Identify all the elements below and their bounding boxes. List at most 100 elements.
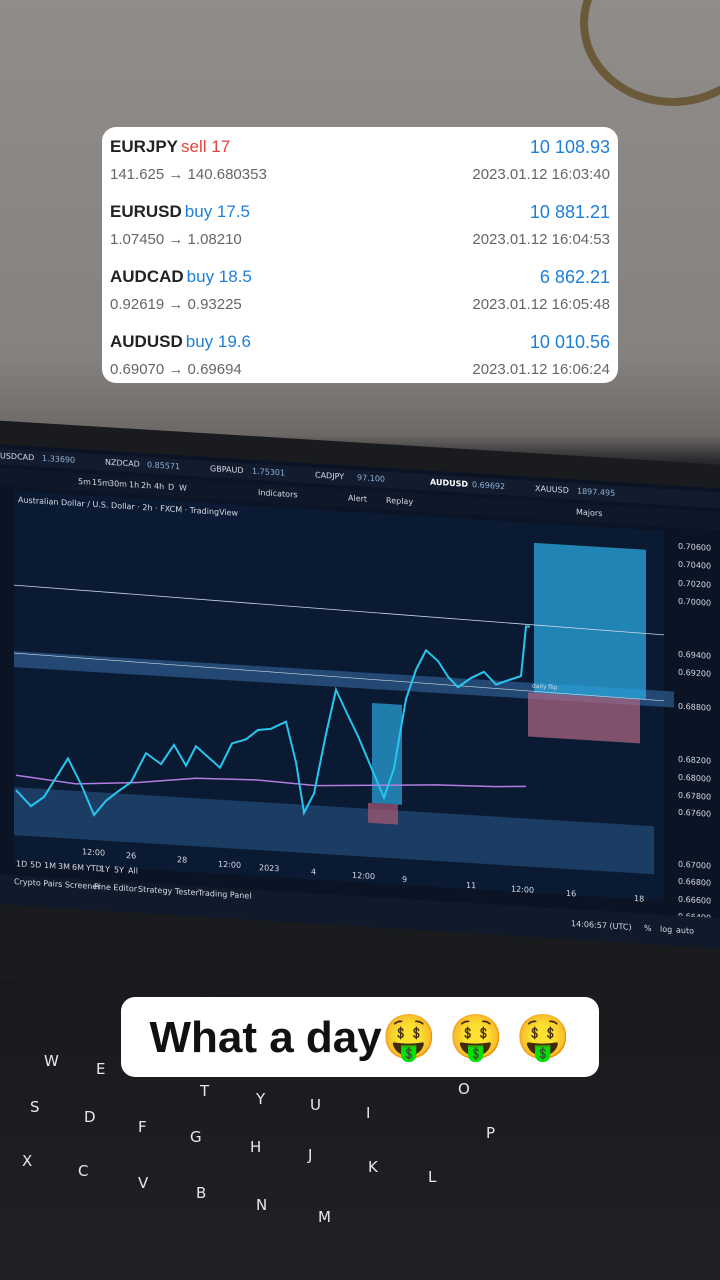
price-line xyxy=(13,584,665,636)
toolbar-item: 1h xyxy=(129,480,140,490)
key-label: T xyxy=(200,1082,210,1100)
time-label: 9 xyxy=(402,875,408,885)
tab-price: 0.85571 xyxy=(147,460,181,472)
key-label: W xyxy=(44,1052,59,1070)
price-candles xyxy=(15,625,530,817)
key-label: G xyxy=(190,1128,202,1146)
trade-time: 2023.01.12 16:06:24 xyxy=(472,361,610,378)
trade-time: 2023.01.12 16:05:48 xyxy=(472,296,610,313)
moving-average xyxy=(15,774,527,788)
key-label: U xyxy=(310,1096,321,1114)
trade-card: EURJPY sell 17 10 108.93 141.625 → 140.6803… xyxy=(102,127,618,383)
key-label: N xyxy=(256,1196,268,1214)
range-button: 1Y xyxy=(100,864,110,874)
key-label: J xyxy=(308,1146,313,1164)
chart-area xyxy=(13,491,674,901)
entry-stop xyxy=(368,802,398,825)
trade-row: EURUSD buy 17.5 10 881.21 1.07450 → 1.08210… xyxy=(110,198,610,254)
range-button: 6M xyxy=(72,862,84,873)
trade-prices: 0.69070 → 0.69694 xyxy=(110,361,242,378)
target-box xyxy=(534,542,646,700)
key-label: V xyxy=(138,1174,149,1192)
key-label: I xyxy=(366,1104,371,1122)
trade-symbol-line: AUDUSD buy 19.6 xyxy=(110,332,251,352)
key-label: D xyxy=(84,1108,96,1126)
key-label: H xyxy=(250,1138,262,1156)
trade-row: EURJPY sell 17 10 108.93 141.625 → 140.6803… xyxy=(110,133,610,189)
time-label: 18 xyxy=(634,894,645,904)
trade-time: 2023.01.12 16:04:53 xyxy=(472,231,610,248)
trade-symbol: EURJPY xyxy=(110,137,179,156)
key-label: C xyxy=(78,1162,89,1180)
key-label: F xyxy=(138,1118,147,1136)
time-label: 16 xyxy=(566,888,577,899)
caption: What a day🤑 🤑 🤑 xyxy=(121,997,599,1077)
stop-box xyxy=(528,692,640,744)
toolbar-item: Majors xyxy=(576,507,603,519)
toolbar-item: Replay xyxy=(386,495,414,507)
trade-time: 2023.01.12 16:03:40 xyxy=(472,166,610,183)
trade-prices: 1.07450 → 1.08210 xyxy=(110,231,242,248)
toolbar-item: 4h xyxy=(154,481,165,492)
trade-row: AUDCAD buy 18.5 6 862.21 0.92619 → 0.93225 2… xyxy=(110,263,610,319)
toolbar-item: D xyxy=(168,482,175,492)
lower-zone xyxy=(14,787,654,875)
trade-profit: 6 862.21 xyxy=(539,267,610,287)
trade-side: buy 18.5 xyxy=(186,267,252,286)
lamp-arc xyxy=(580,0,720,106)
trade-side: sell 17 xyxy=(181,137,231,156)
tab-price: 97.100 xyxy=(357,473,385,484)
toolbar-item: 2h xyxy=(141,480,152,491)
time-label: 12:00 xyxy=(511,884,535,895)
toolbar-item: 15m xyxy=(92,477,110,488)
time-label: 2023 xyxy=(259,862,280,874)
key-label: O xyxy=(458,1080,470,1098)
trade-prices: 0.92619 → 0.93225 xyxy=(110,296,242,313)
scale-button: log xyxy=(660,924,673,935)
trade-symbol-line: EURJPY sell 17 xyxy=(110,137,230,157)
range-button: All xyxy=(128,866,138,876)
range-button: 5D xyxy=(30,860,42,870)
key-label: P xyxy=(486,1124,496,1142)
key-label: M xyxy=(318,1208,331,1226)
trade-symbol-line: EURUSD buy 17.5 xyxy=(110,202,250,222)
time-label: 11 xyxy=(466,880,477,890)
range-button: 1D xyxy=(16,859,28,869)
key-label: K xyxy=(368,1158,378,1176)
trade-symbol: AUDUSD xyxy=(110,332,183,351)
key-label: S xyxy=(30,1098,40,1116)
time-label: 12:00 xyxy=(352,870,376,882)
toolbar-item: 5m xyxy=(78,477,91,487)
time-label: 4 xyxy=(311,867,317,877)
time-label: 12:00 xyxy=(82,847,106,858)
scale-button: % xyxy=(644,923,652,934)
tab-price: 1.33690 xyxy=(42,453,76,465)
trade-symbol: EURUSD xyxy=(110,202,182,221)
toolbar-item: W xyxy=(179,483,187,493)
trade-profit: 10 010.56 xyxy=(529,332,610,352)
key-label: L xyxy=(428,1168,437,1186)
toolbar-item: Alert xyxy=(348,493,368,504)
range-button: 5Y xyxy=(114,865,124,875)
range-button: 3M xyxy=(58,861,70,872)
annotation: daily flip xyxy=(532,682,558,692)
key-label: X xyxy=(22,1152,33,1170)
trade-symbol: AUDCAD xyxy=(110,267,184,286)
trade-prices: 141.625 → 140.680353 xyxy=(110,166,267,183)
tab-price: 1.75301 xyxy=(252,466,286,478)
entry-box xyxy=(372,702,402,805)
price-line xyxy=(13,652,665,702)
time-label: 26 xyxy=(126,851,137,861)
time-label: 12:00 xyxy=(218,859,242,870)
trade-row: AUDUSD buy 19.6 10 010.56 0.69070 → 0.69694… xyxy=(110,328,610,384)
tab-price: 0.69692 xyxy=(472,480,506,492)
toolbar-item: 30m xyxy=(109,478,127,490)
range-button: 1M xyxy=(44,860,56,871)
tab-symbol: CADJPY xyxy=(315,470,345,482)
trade-profit: 10 881.21 xyxy=(529,202,610,222)
trade-symbol-line: AUDCAD buy 18.5 xyxy=(110,267,252,287)
trade-side: buy 17.5 xyxy=(184,202,251,221)
time-label: 28 xyxy=(177,855,188,866)
key-label: E xyxy=(96,1060,106,1078)
